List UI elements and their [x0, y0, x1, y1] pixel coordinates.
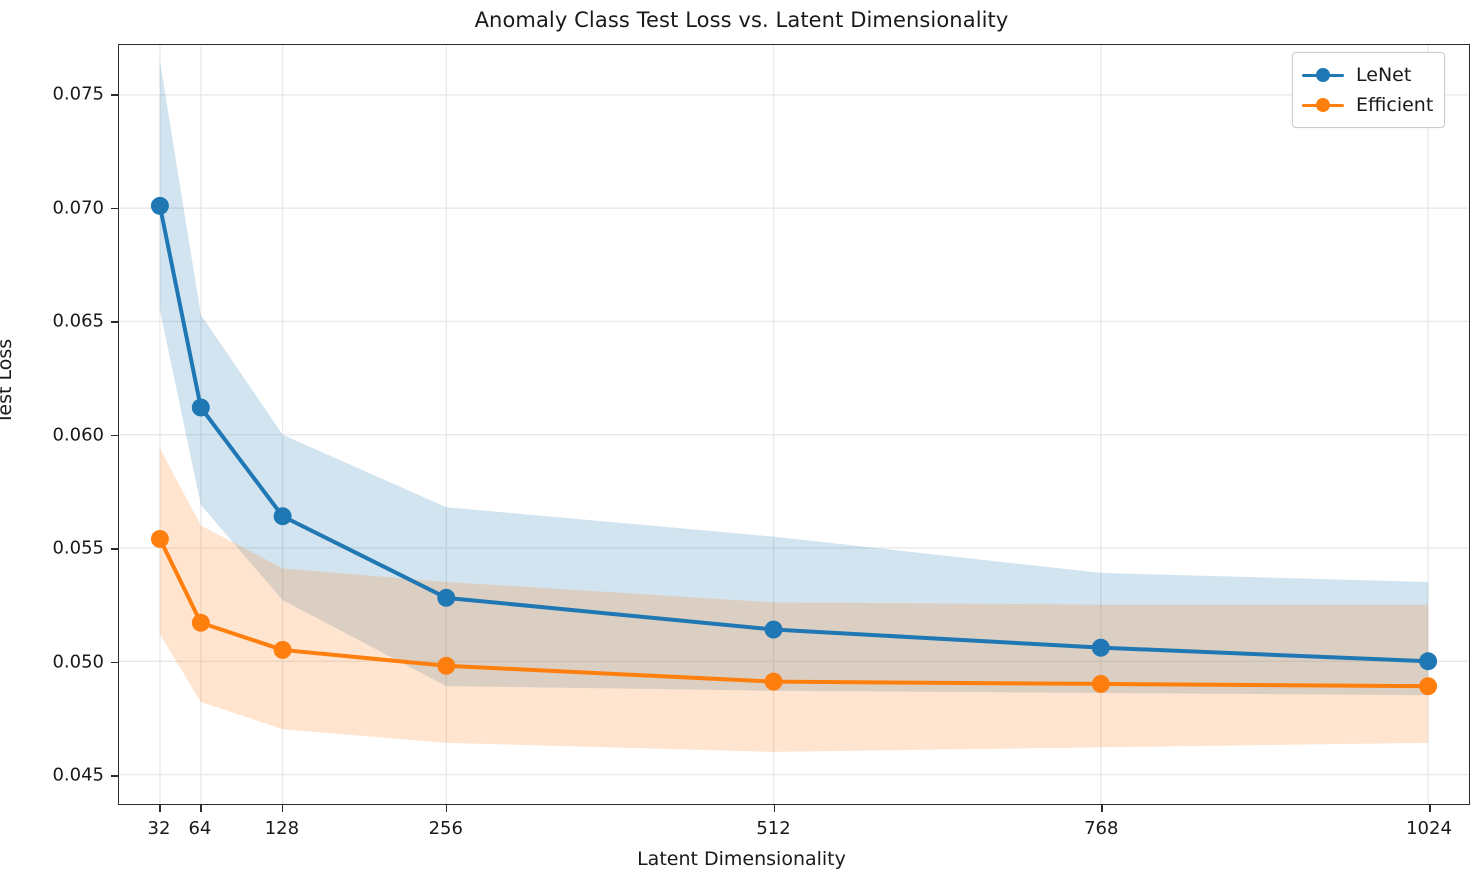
confidence-band-lenet	[159, 60, 1429, 696]
legend-swatch-icon	[1302, 66, 1344, 84]
data-point-marker	[191, 398, 210, 417]
y-tick-label: 0.045	[52, 764, 104, 786]
x-tickmark	[445, 805, 448, 812]
y-tick-label: 0.050	[52, 651, 104, 673]
data-point-marker	[1091, 674, 1110, 693]
x-tickmark	[158, 805, 161, 812]
x-tickmark	[773, 805, 776, 812]
x-tickmark	[199, 805, 202, 812]
y-tickmark	[111, 321, 118, 323]
data-point-marker	[764, 620, 783, 639]
y-tick-label: 0.055	[52, 537, 104, 559]
x-tick-label: 256	[428, 818, 463, 839]
x-tick-label: 32	[147, 818, 171, 839]
x-tick-label: 512	[756, 818, 791, 839]
series-markers	[150, 196, 1438, 696]
data-point-marker	[191, 613, 210, 632]
y-tick-label: 0.060	[52, 424, 104, 446]
x-tick-label: 768	[1084, 818, 1119, 839]
chart-title: Anomaly Class Test Loss vs. Latent Dimen…	[474, 8, 1009, 32]
data-point-marker	[273, 507, 292, 526]
data-point-marker	[150, 196, 169, 215]
y-axis-label: Test Loss	[0, 338, 16, 424]
data-point-marker	[764, 672, 783, 691]
confidence-band-efficient	[159, 448, 1429, 752]
legend-label: LeNet	[1356, 64, 1412, 86]
y-tickmark	[111, 93, 118, 96]
y-tickmark	[111, 661, 118, 664]
x-tick-label: 128	[264, 818, 300, 839]
x-tick-label: 64	[188, 818, 212, 839]
data-point-marker	[437, 588, 456, 607]
data-point-marker	[273, 640, 292, 659]
y-tickmark	[111, 207, 118, 210]
plot-svg	[119, 45, 1469, 804]
legend-item-lenet[interactable]: LeNet	[1302, 60, 1433, 90]
x-tickmark	[1101, 805, 1103, 812]
legend-item-efficient[interactable]: Efficient	[1302, 90, 1433, 120]
data-point-marker	[1091, 638, 1110, 657]
y-tickmark	[111, 548, 118, 550]
x-tickmark	[1429, 805, 1431, 812]
y-tickmark	[111, 434, 118, 437]
legend-swatch-icon	[1302, 96, 1344, 114]
x-tickmark	[281, 805, 284, 812]
plot-area	[118, 44, 1470, 805]
x-axis-label: Latent Dimensionality	[637, 848, 846, 870]
chart-legend: LeNet Efficient	[1292, 52, 1446, 128]
y-tick-label: 0.065	[52, 310, 104, 332]
data-point-marker	[437, 656, 456, 675]
y-tickmark	[111, 775, 118, 778]
data-point-marker	[1419, 652, 1438, 671]
legend-dot-icon	[1316, 68, 1330, 82]
legend-dot-icon	[1316, 98, 1330, 112]
y-tick-label: 0.075	[52, 83, 104, 105]
y-tick-label: 0.070	[52, 197, 104, 219]
x-tick-label: 1024	[1406, 818, 1452, 839]
legend-label: Efficient	[1356, 94, 1434, 116]
data-point-marker	[150, 529, 169, 548]
data-point-marker	[1419, 677, 1438, 696]
confidence-bands	[159, 60, 1429, 752]
